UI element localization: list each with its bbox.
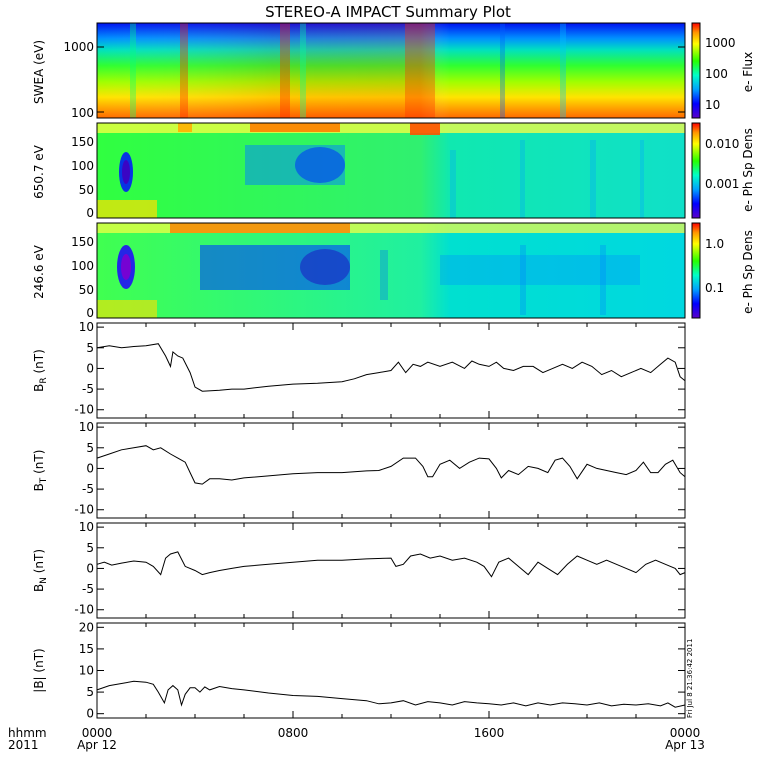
pad-650-ytick-150: 150: [71, 135, 94, 149]
pad-246-panel: 150 100 50 0 246.6 eV 1.0 0.1 e- Ph Sp D…: [32, 222, 755, 320]
br-ytick-label: -10: [74, 403, 94, 417]
x-tick-label-0000-end: 0000: [670, 726, 701, 740]
pad-246-colorbar: [691, 222, 701, 319]
br-ylabel: BR (nT): [32, 349, 49, 392]
pad-650-ylabel: 650.7 eV: [32, 144, 46, 199]
bt-ytick-label: 0: [86, 461, 94, 475]
pad-246-ytick-150: 150: [71, 235, 94, 249]
line-panel-bn: 10 5 0 -5 -10 BN (nT): [32, 520, 686, 619]
pad-650-cbar-label: e- Ph Sp Dens: [741, 128, 755, 212]
x-axis-row2-label: 2011: [8, 738, 39, 752]
swea-colorbar: [691, 22, 701, 119]
swea-cbar-tick-1000: 1000: [705, 36, 736, 50]
x-tick-label-0800: 0800: [278, 726, 309, 740]
x-date-label-start: Apr 12: [77, 738, 117, 752]
magnetic-field-panels: 10 5 0 -5 -10 BR (nT) 10 5 0 -5 -10 BT (nT) 10 5 0 -5 -1…: [32, 320, 686, 721]
bt-ytick-label: 5: [86, 441, 94, 455]
bn-ytick-label: -10: [74, 603, 94, 617]
bt-ytick-label: 10: [79, 420, 94, 434]
bmag-ytick-label: 15: [79, 642, 94, 656]
bn-series-line: [96, 551, 686, 578]
line-panel-bmag: 20 15 10 5 0 |B| (nT): [32, 620, 686, 721]
pad-650-colorbar: [691, 122, 701, 219]
br-ytick-label: -5: [82, 382, 94, 396]
bmag-ytick-label: 0: [86, 707, 94, 721]
pad-246-ytick-0: 0: [86, 306, 94, 320]
br-ytick-label: 0: [86, 361, 94, 375]
bmag-ytick-label: 5: [86, 685, 94, 699]
bn-ytick-label: 0: [86, 561, 94, 575]
pad-650-ytick-50: 50: [79, 183, 94, 197]
pad-246-ylabel: 246.6 eV: [32, 244, 46, 299]
bn-ylabel: BN (nT): [32, 549, 49, 592]
bn-ytick-label: 10: [79, 520, 94, 534]
bn-ytick-label: -5: [82, 582, 94, 596]
plot-timestamp: Fri Jul 8 21:36:42 2011: [686, 639, 694, 718]
pad-246-ytick-50: 50: [79, 283, 94, 297]
pad-650-cbar-tick-0010: 0.010: [705, 137, 739, 151]
pad-246-cbar-tick-10: 1.0: [705, 237, 724, 251]
bmag-ytick-label: 10: [79, 664, 94, 678]
pad-650-cbar-tick-0001: 0.001: [705, 177, 739, 191]
pad-246-cbar-tick-01: 0.1: [705, 281, 724, 295]
swea-cbar-label: e- Flux: [741, 52, 755, 92]
bmag-series-line: [96, 680, 686, 708]
x-axis-row1-label: hhmm: [8, 726, 47, 740]
bt-ylabel: BT (nT): [32, 450, 49, 492]
pad-650-ytick-100: 100: [71, 159, 94, 173]
pad-246-spectrogram: [97, 223, 685, 318]
bt-frame: [96, 422, 686, 519]
x-tick-label-1600: 1600: [474, 726, 505, 740]
bmag-ytick-label: 20: [79, 620, 94, 634]
bn-frame: [96, 522, 686, 619]
pad-650-spectrogram: [97, 123, 685, 218]
bmag-ylabel: |B| (nT): [32, 648, 46, 692]
bt-ytick-label: -10: [74, 503, 94, 517]
swea-ytick-1000: 1000: [63, 40, 94, 54]
br-series-line: [96, 343, 686, 392]
swea-cbar-tick-100: 100: [705, 67, 728, 81]
line-panel-br: 10 5 0 -5 -10 BR (nT): [32, 320, 686, 419]
br-ytick-label: 5: [86, 341, 94, 355]
x-date-label-end: Apr 13: [665, 738, 705, 752]
pad-246-ytick-100: 100: [71, 259, 94, 273]
swea-cbar-tick-10: 10: [705, 98, 720, 112]
pad-246-cbar-label: e- Ph Sp Dens: [741, 230, 755, 314]
x-axis: hhmm 2011 0000 0800 1600 0000 Apr 12 Apr…: [8, 726, 705, 752]
bt-series-line: [96, 445, 686, 485]
bn-ytick-label: 5: [86, 541, 94, 555]
pad-650-ytick-0: 0: [86, 206, 94, 220]
x-tick-label-0000-start: 0000: [82, 726, 113, 740]
bt-ytick-label: -5: [82, 482, 94, 496]
figure-title: STEREO-A IMPACT Summary Plot: [265, 3, 511, 21]
swea-panel: 1000 100 SWEA (eV) 1000 100 10 e- Flux: [32, 22, 755, 120]
line-panel-bt: 10 5 0 -5 -10 BT (nT): [32, 420, 686, 519]
pad-650-panel: 150 100 50 0 650.7 eV 0.010 0.001: [32, 122, 739, 220]
swea-ytick-100: 100: [71, 106, 94, 120]
br-ytick-label: 10: [79, 320, 94, 334]
swea-ylabel: SWEA (eV): [32, 40, 46, 104]
